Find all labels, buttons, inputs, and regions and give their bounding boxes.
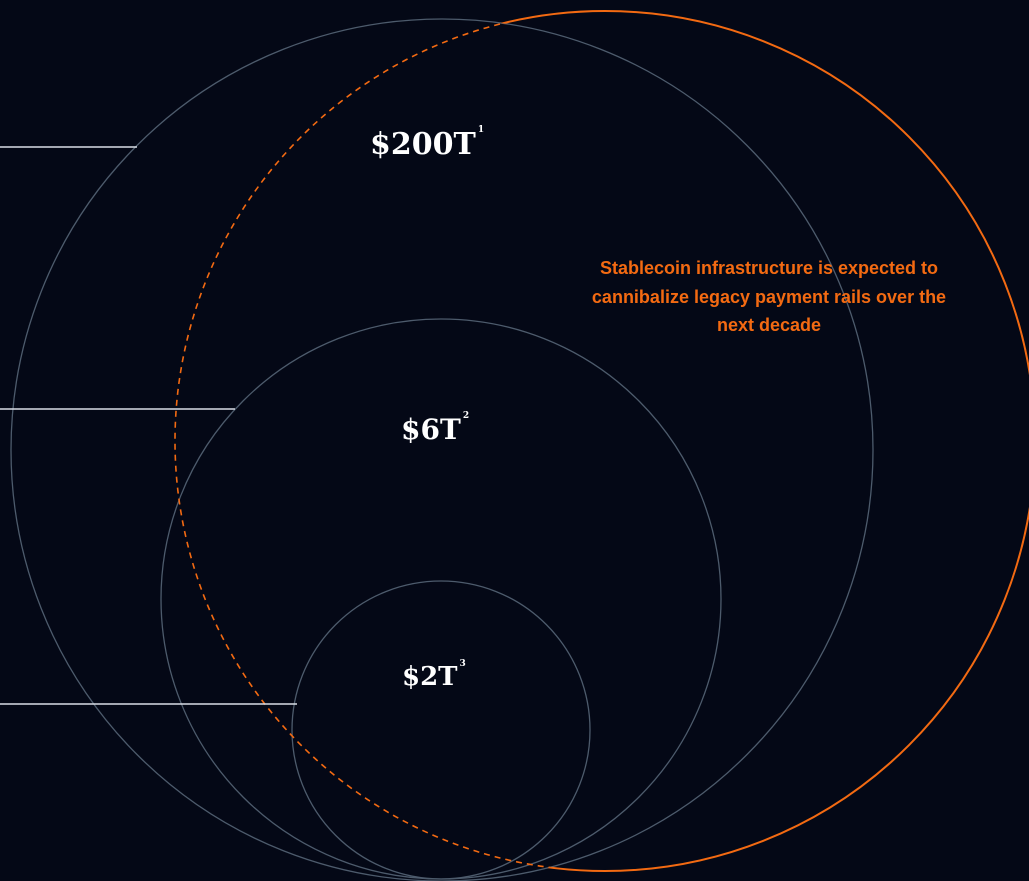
stablecoin-circle-dashed [174, 19, 873, 872]
market-value-2t: $2T [402, 662, 458, 692]
market-value-6t: $6T [401, 413, 461, 446]
footnote-marker-1: 1 [477, 125, 485, 135]
footnote-marker-3: 3 [459, 659, 466, 669]
market-label-6t: $6T 2 [401, 412, 469, 446]
market-circle-6t [160, 318, 722, 880]
market-circle-2t [291, 580, 591, 880]
footnote-marker-2: 2 [462, 411, 470, 421]
stablecoin-callout-text: Stablecoin infrastructure is expected to… [591, 258, 947, 335]
market-label-2t: $2T 3 [402, 660, 466, 692]
market-circle-200t [10, 18, 874, 881]
stablecoin-circle-solid [174, 10, 1029, 872]
market-value-200t: $200T [370, 127, 476, 162]
market-label-200t: $200T 1 [370, 126, 484, 162]
